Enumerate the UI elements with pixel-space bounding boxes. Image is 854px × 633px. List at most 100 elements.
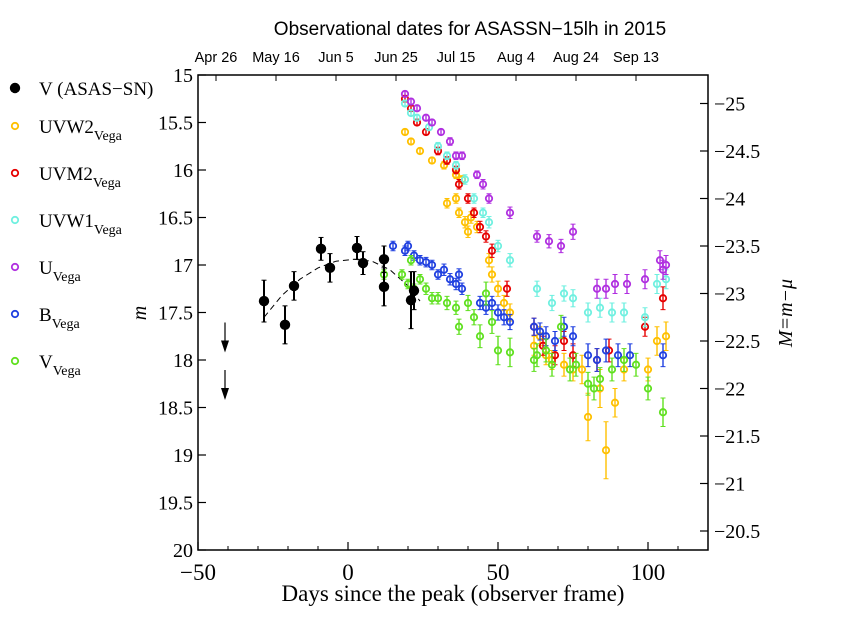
data-point — [351, 242, 363, 254]
data-point — [469, 313, 479, 322]
data-point — [484, 194, 494, 203]
data-point — [505, 348, 515, 357]
y2-tick-label: −23 — [714, 284, 745, 306]
data-point — [568, 227, 578, 236]
data-point — [472, 170, 482, 179]
data-point — [589, 384, 599, 393]
top-axis-labels: Apr 26 May 16 Jun 5 Jun 25 Jul 15 Aug 4 Aug 24… — [195, 50, 659, 66]
data-point — [607, 365, 617, 374]
data-point — [433, 142, 443, 151]
data-point — [529, 322, 539, 331]
data-point — [592, 355, 602, 365]
y-tick-label: 15 — [173, 65, 193, 87]
data-point — [559, 360, 569, 369]
data-point — [397, 270, 407, 279]
data-point — [442, 298, 452, 308]
data-point — [457, 151, 467, 160]
data-point — [487, 270, 497, 279]
data-point — [378, 254, 390, 265]
data-point — [595, 374, 605, 384]
data-point — [451, 279, 461, 289]
data-point — [493, 346, 503, 355]
upper-limit-arrow — [221, 388, 229, 400]
data-point — [421, 284, 431, 293]
data-point — [631, 360, 641, 369]
data-point — [406, 97, 416, 106]
data-point — [436, 127, 446, 137]
legend-marker — [10, 215, 20, 225]
data-point — [505, 256, 515, 265]
data-point — [258, 295, 270, 307]
data-point — [544, 237, 554, 246]
data-point — [400, 127, 410, 137]
data-point — [640, 313, 650, 322]
data-point — [415, 146, 425, 156]
y-axis-label: m — [129, 306, 151, 320]
legend: V (ASAS−SN) UVW2Vega UVM2Vega UVW1Vega UVega… — [9, 79, 153, 379]
data-point — [406, 108, 416, 118]
data-point — [475, 332, 485, 341]
data-point — [541, 346, 551, 355]
data-point — [451, 194, 461, 203]
x-axis-label: Days since the peak (observer frame) — [282, 581, 625, 606]
upper-limit-arrow — [221, 340, 229, 353]
data-point — [613, 351, 623, 360]
data-point — [547, 298, 557, 308]
data-point — [601, 346, 611, 355]
top-axis-label: Apr 26 — [195, 50, 238, 66]
legend-label: UVega — [39, 258, 82, 285]
data-point — [487, 317, 497, 327]
data-point — [487, 298, 497, 308]
y2-axis-label: M=m−μ — [775, 279, 797, 348]
data-point — [559, 289, 569, 298]
data-point — [493, 284, 503, 293]
data-point — [535, 327, 545, 336]
data-point — [357, 257, 369, 269]
data-point — [378, 281, 390, 293]
legend-marker — [9, 82, 21, 94]
data-point — [454, 270, 464, 279]
top-axis-label: Sep 13 — [613, 50, 659, 66]
data-point — [406, 137, 416, 146]
data-point — [433, 270, 443, 279]
x-tick-label: 0 — [342, 560, 354, 585]
data-point — [658, 351, 668, 360]
chart-title: Observational dates for ASASSN−15lh in 2… — [274, 19, 666, 40]
data-point — [592, 284, 602, 293]
data-point — [463, 227, 473, 236]
data-point — [324, 262, 336, 274]
data-point — [406, 256, 416, 265]
y2-tick-label: −22 — [714, 379, 745, 401]
data-point — [658, 408, 668, 417]
legend-label: UVW2Vega — [39, 117, 123, 144]
data-point — [439, 265, 449, 274]
data-point — [502, 284, 512, 293]
data-point — [583, 351, 593, 360]
data-point — [556, 241, 566, 251]
data-point — [601, 446, 611, 455]
data-point — [279, 319, 291, 331]
data-point — [388, 241, 398, 251]
y-tick-label: 18 — [173, 350, 193, 372]
y-tick-label: 18.5 — [158, 398, 193, 420]
series-uvw1-vega — [400, 99, 671, 328]
y2-tick-label: −24.5 — [714, 141, 760, 163]
data-point — [532, 284, 542, 293]
data-point — [619, 355, 629, 365]
data-point — [640, 275, 650, 284]
data-point — [451, 161, 461, 170]
data-point — [469, 208, 479, 217]
data-point — [610, 398, 620, 407]
top-axis-label: May 16 — [252, 50, 300, 66]
data-point — [445, 137, 455, 146]
data-point — [445, 275, 455, 284]
legend-marker — [10, 356, 20, 366]
data-point — [484, 218, 494, 227]
data-point — [460, 218, 470, 227]
data-point — [457, 284, 467, 293]
data-point — [481, 289, 491, 298]
series-v-asassn — [258, 236, 420, 345]
series-u-vega — [400, 89, 671, 299]
data-point — [463, 298, 473, 308]
data-point — [499, 298, 509, 308]
